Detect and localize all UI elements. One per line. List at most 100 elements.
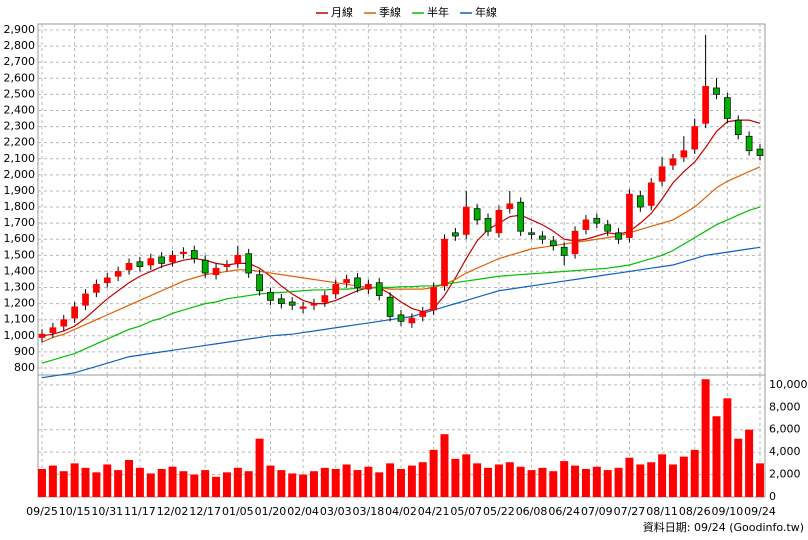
- candle-body: [397, 314, 405, 322]
- volume-bar: [70, 463, 79, 497]
- volume-bar: [190, 474, 199, 497]
- x-tick-label: 10/15: [59, 505, 91, 518]
- x-tick-label: 03/18: [353, 505, 385, 518]
- candle-body: [506, 203, 514, 210]
- candle-body: [245, 253, 253, 274]
- volume-bar: [309, 471, 318, 497]
- volume-bar: [48, 465, 57, 497]
- candle-body: [365, 283, 372, 290]
- candle-body: [169, 254, 176, 263]
- candle-body: [256, 274, 263, 292]
- candle-body: [615, 232, 622, 240]
- candle-body: [158, 256, 166, 264]
- y-tick-label: 1,700: [4, 216, 36, 229]
- candle-body: [462, 206, 470, 235]
- candle-body: [647, 182, 655, 206]
- volume-bar: [701, 379, 710, 497]
- volume-bar: [625, 457, 634, 497]
- volume-bar: [222, 472, 231, 497]
- x-tick-label: 12/02: [157, 505, 189, 518]
- volume-bar: [364, 466, 373, 497]
- candle-body: [180, 251, 187, 255]
- candle-body: [386, 296, 394, 317]
- volume-bar: [277, 470, 286, 497]
- volume-bar: [201, 470, 210, 497]
- volume-bar: [407, 465, 416, 497]
- candle-body: [713, 87, 720, 95]
- candle-body: [201, 259, 209, 274]
- x-tick-label: 10/31: [91, 505, 123, 518]
- y-tick-label: 1,600: [4, 232, 36, 245]
- volume-bar: [712, 416, 721, 497]
- volume-bar: [451, 458, 460, 497]
- x-tick-label: 08/11: [646, 505, 678, 518]
- x-tick-label: 03/03: [320, 505, 352, 518]
- volume-bar: [320, 467, 329, 497]
- y2-tick-label: 8,000: [769, 400, 801, 413]
- volume-bar: [462, 454, 471, 497]
- candle-body: [147, 258, 155, 266]
- x-tick-label: 02/04: [287, 505, 319, 518]
- volume-bar: [527, 470, 536, 497]
- volume-bar: [331, 468, 340, 497]
- y-tick-label: 2,700: [4, 55, 36, 68]
- candle-body: [473, 208, 481, 221]
- volume-bar: [636, 464, 645, 497]
- candle-body: [332, 283, 340, 295]
- x-tick-label: 12/17: [189, 505, 221, 518]
- candle-body: [223, 264, 231, 267]
- candle-body: [560, 246, 568, 256]
- volume-bar: [38, 468, 46, 497]
- candle-body: [310, 303, 318, 306]
- candle-body: [114, 271, 122, 277]
- x-tick-label: 05/07: [450, 505, 482, 518]
- y-tick-label: 2,000: [4, 168, 36, 181]
- candle-body: [49, 327, 57, 333]
- y-tick-label: 2,400: [4, 103, 36, 116]
- y2-tick-label: 0: [769, 490, 776, 503]
- candle-body: [125, 263, 133, 271]
- volume-bar: [603, 470, 612, 497]
- candle-body: [582, 219, 590, 230]
- candle-body: [71, 306, 78, 319]
- volume-bar: [440, 434, 449, 497]
- candle-body: [190, 250, 198, 259]
- volume-bar: [647, 462, 656, 497]
- volume-bar: [538, 467, 547, 497]
- y-tick-label: 2,300: [4, 120, 36, 133]
- volume-bar: [114, 470, 123, 497]
- y-tick-label: 2,200: [4, 136, 36, 149]
- candle-body: [702, 85, 709, 124]
- volume-bar: [103, 464, 112, 497]
- candle-body: [756, 148, 764, 156]
- volume-bar: [734, 438, 743, 497]
- volume-bar: [179, 471, 188, 497]
- volume-bar: [429, 449, 438, 497]
- y2-tick-label: 6,000: [769, 423, 801, 436]
- volume-bar: [581, 468, 590, 497]
- y-tick-label: 1,500: [4, 248, 36, 261]
- volume-bar: [168, 466, 177, 497]
- volume-bar: [418, 462, 427, 497]
- candle-body: [495, 209, 503, 234]
- moving-average-line: [41, 166, 761, 343]
- volume-bar: [92, 472, 101, 497]
- candle-body: [212, 267, 220, 275]
- y2-tick-label: 10,000: [769, 378, 808, 391]
- candle-body: [38, 333, 46, 338]
- y-tick-label: 2,600: [4, 71, 36, 84]
- candle-body: [669, 158, 677, 166]
- candle-body: [724, 97, 731, 119]
- candle-body: [658, 166, 666, 182]
- volume-bar: [592, 466, 601, 497]
- candle-body: [234, 254, 242, 264]
- volume-bar: [233, 467, 242, 497]
- x-tick-label: 06/24: [548, 505, 580, 518]
- y-tick-label: 900: [14, 345, 35, 358]
- candle-body: [593, 217, 601, 224]
- volume-bar: [484, 467, 493, 497]
- moving-average-line: [41, 206, 761, 364]
- volume-bar: [668, 464, 677, 497]
- volume-bar: [494, 464, 503, 497]
- volume-bar: [288, 473, 297, 497]
